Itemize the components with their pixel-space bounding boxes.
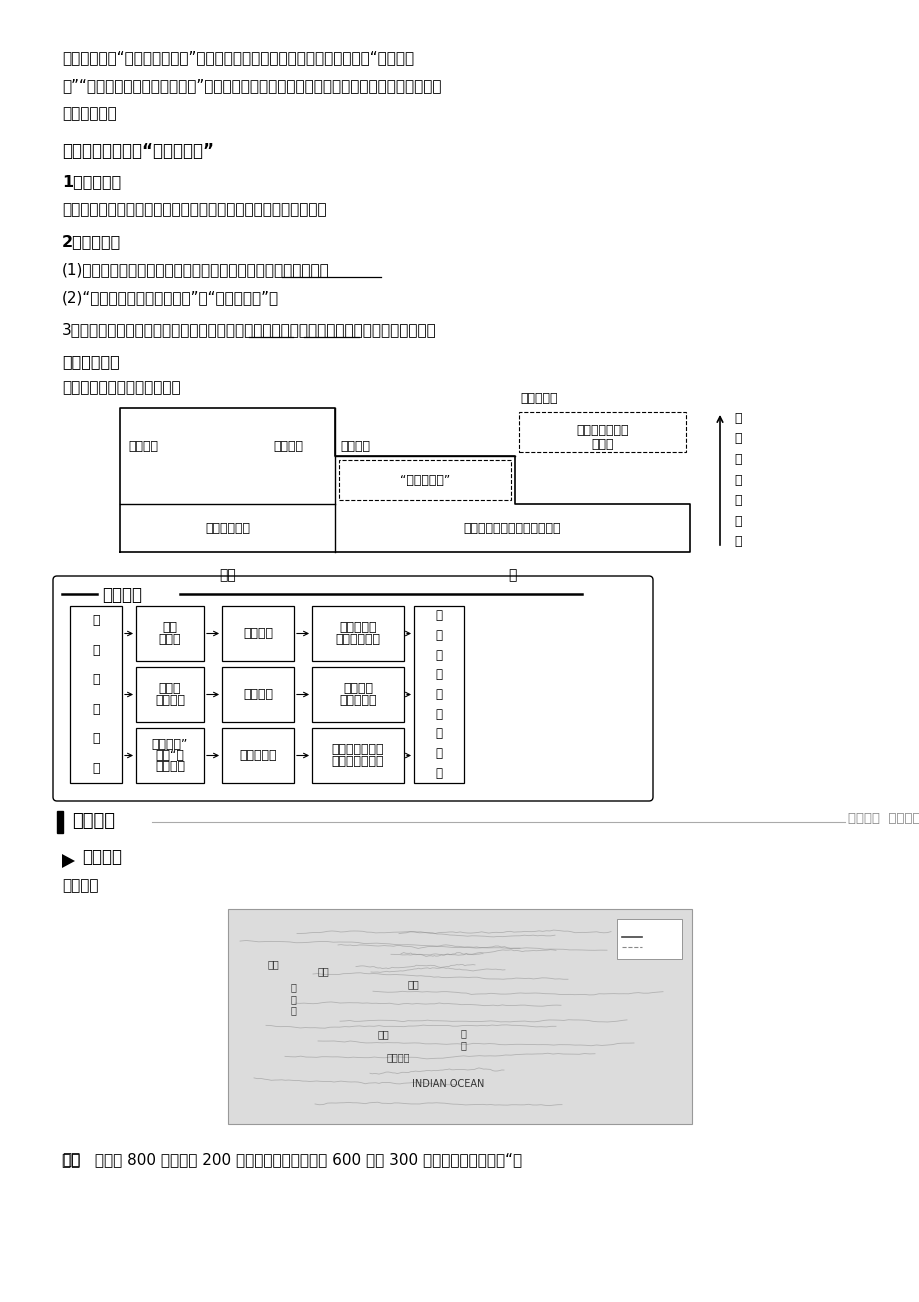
Text: “美德即知识”: “美德即知识”: [400, 474, 449, 487]
Text: 发: 发: [733, 514, 741, 527]
Text: 埃及: 埃及: [267, 960, 278, 969]
Text: 南
海: 南 海: [460, 1029, 465, 1049]
Text: 义: 义: [435, 668, 442, 681]
Bar: [518, 411, 686, 452]
Text: 生而平等”: 生而平等”: [152, 737, 188, 750]
Text: 1．代表人物: 1．代表人物: [62, 174, 121, 189]
Bar: [312, 667, 403, 723]
Text: 的: 的: [435, 728, 442, 741]
Text: 智者学派主张“人是万物的尺度”，导致极端个人主义的泛滥；苏格拉底倡导“美德即知: 智者学派主张“人是万物的尺度”，导致极端个人主义的泛滥；苏格拉底倡导“美德即知: [62, 49, 414, 65]
Text: 昧: 昧: [92, 643, 99, 656]
Text: (2)“顺应自然的生活就是至善”；“人生而平等”。: (2)“顺应自然的生活就是至善”；“人生而平等”。: [62, 290, 278, 305]
Text: 的: 的: [733, 493, 741, 506]
Text: 中国: 中国: [407, 979, 418, 990]
Text: 核心素养: 核心素养: [72, 812, 115, 829]
Text: 展: 展: [733, 535, 741, 548]
Text: 轴心时代: 轴心时代: [62, 878, 98, 893]
Text: 人: 人: [508, 568, 516, 582]
Text: 解读: 解读: [62, 1152, 80, 1167]
Text: 精: 精: [733, 453, 741, 466]
Text: 苏格拉底: 苏格拉底: [154, 694, 185, 707]
Text: 自然哲学: 自然哲学: [128, 440, 158, 453]
Text: 哲学意识上: 哲学意识上: [339, 694, 377, 707]
Text: 文: 文: [733, 432, 741, 445]
Text: 中: 中: [92, 673, 99, 686]
Text: 人: 人: [733, 411, 741, 424]
Text: 万物由水生成: 万物由水生成: [205, 522, 250, 535]
Text: 解读   公元前 800 至公元前 200 年之间，尤其是公元前 600 至前 300 年间，是人类文明的“轴: 解读 公元前 800 至公元前 200 年之间，尤其是公元前 600 至前 30…: [62, 1152, 522, 1167]
Bar: [136, 728, 204, 783]
Text: 时空观念: 时空观念: [82, 848, 122, 866]
Text: 逻辑学: 逻辑学: [591, 437, 613, 450]
Text: 印度: 印度: [377, 1029, 389, 1039]
Text: 识”“有思想力的人是万物的尺度”，弥补了其缺陷和不足，是对智者学派思想的继承和发展，: 识”“有思想力的人是万物的尺度”，弥补了其缺陷和不足，是对智者学派思想的继承和发…: [62, 78, 441, 92]
Bar: [136, 667, 204, 723]
Text: 醒: 醒: [92, 762, 99, 775]
Text: 智者学派: 智者学派: [273, 440, 302, 453]
Text: 觉: 觉: [92, 732, 99, 745]
Text: 神: 神: [733, 474, 741, 487]
Text: (1)逃各斯是贯穿万物的永存不朽的理性，理性是人与生俣来的。: (1)逃各斯是贯穿万物的永存不朽的理性，理性是人与生俣来的。: [62, 262, 329, 277]
Bar: [414, 605, 463, 783]
Bar: [221, 605, 294, 661]
Text: 而不是否定。: 而不是否定。: [62, 105, 117, 121]
Text: 首次论证天赋人: 首次论证天赋人: [332, 755, 384, 768]
Text: 发现自我: 发现自我: [343, 682, 372, 695]
Text: 权、人生而平等: 权、人生而平等: [332, 743, 384, 756]
Text: 蒙: 蒙: [92, 615, 99, 628]
Text: INDIAN OCEAN: INDIAN OCEAN: [412, 1079, 483, 1088]
Text: 真理高于一切，: 真理高于一切，: [575, 423, 628, 436]
Text: 苏格拉底: 苏格拉底: [243, 687, 273, 700]
Text: 三、斯多亚学派的“人生而平等”: 三、斯多亚学派的“人生而平等”: [62, 142, 214, 160]
Text: 文: 文: [435, 629, 442, 642]
Text: 创始人是芝诺，罗马法学家西塞罗及哲学家塞内卡是其代表人物。: 创始人是芝诺，罗马法学家西塞罗及哲学家塞内卡是其代表人物。: [62, 202, 326, 217]
Text: 起: 起: [435, 747, 442, 760]
Bar: [228, 909, 691, 1124]
Text: 人类自我意识: 人类自我意识: [335, 633, 380, 646]
Bar: [57, 811, 62, 833]
Text: 古希腊人文精神的起源和发展: 古希腊人文精神的起源和发展: [62, 380, 180, 395]
Bar: [221, 667, 294, 723]
Text: 神: 神: [435, 708, 442, 721]
Text: 的: 的: [92, 703, 99, 716]
Text: 精: 精: [435, 687, 442, 700]
Text: 苏格拉底: 苏格拉底: [340, 440, 369, 453]
Text: 智者的: 智者的: [159, 633, 181, 646]
Text: 孟加拉湾: 孟加拉湾: [386, 1052, 409, 1062]
Text: 【归纳总结】: 【归纳总结】: [62, 354, 119, 368]
Bar: [312, 728, 403, 783]
Text: 亚里士多德: 亚里士多德: [519, 392, 557, 405]
Text: 源: 源: [435, 767, 442, 780]
Text: 的智慧: 的智慧: [159, 682, 181, 695]
Text: 人: 人: [435, 609, 442, 622]
Text: 主: 主: [435, 648, 442, 661]
Polygon shape: [62, 854, 75, 868]
Text: 开放探究  感悟创新: 开放探究 感悟创新: [847, 812, 919, 825]
Text: 波斯: 波斯: [317, 966, 328, 976]
Text: 知识结构: 知识结构: [102, 586, 142, 604]
Bar: [221, 728, 294, 783]
Bar: [70, 605, 122, 783]
Bar: [338, 460, 510, 500]
Text: 派的“人: 派的“人: [155, 749, 184, 762]
Text: 2．思想主张: 2．思想主张: [62, 234, 121, 249]
Text: 智者学派: 智者学派: [243, 628, 273, 641]
Bar: [312, 605, 403, 661]
Text: 第一次觉醒: 第一次觉醒: [339, 621, 377, 634]
Text: 3．影响：在人类历史上第一次论证了天赋人权、人生而平等这一西方人文主义的核心理论。: 3．影响：在人类历史上第一次论证了天赋人权、人生而平等这一西方人文主义的核心理论…: [62, 322, 437, 337]
Text: 启蒙: 启蒙: [163, 621, 177, 634]
Text: 强调人的价值、人的决定作用: 强调人的价值、人的决定作用: [463, 522, 561, 535]
Text: 斯多亚学派: 斯多亚学派: [239, 749, 277, 762]
Bar: [617, 919, 681, 960]
Text: 自然: 自然: [219, 568, 235, 582]
Bar: [136, 605, 204, 661]
Text: 斯多亚学: 斯多亚学: [154, 760, 185, 773]
Text: 地
中
海: 地 中 海: [289, 983, 296, 1016]
